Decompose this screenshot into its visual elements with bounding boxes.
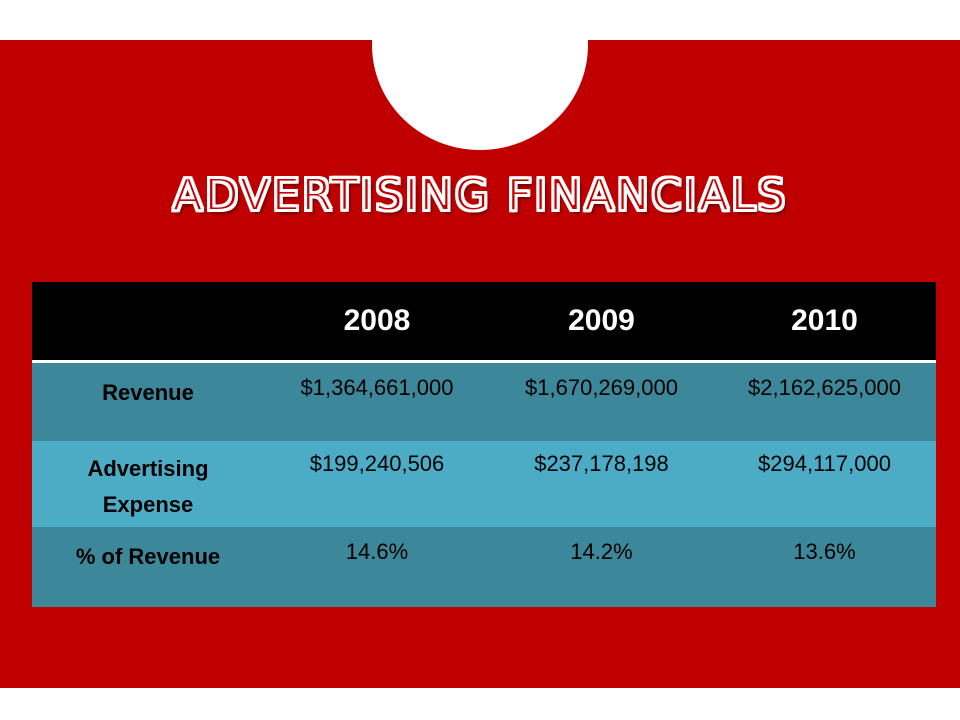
white-circle-decoration: [372, 40, 588, 150]
table-cell: 14.2%: [570, 539, 633, 564]
row-label-revenue: Revenue: [102, 379, 194, 405]
header-cell-empty: [32, 282, 264, 363]
header-cell-2008: 2008: [264, 282, 490, 363]
row-label-advertising-expense: Advertising Expense: [32, 441, 264, 527]
row-label-percent-of-revenue: % of Revenue: [75, 544, 221, 569]
header-cell-2009: 2009: [490, 282, 713, 363]
table-cell: 14.6%: [345, 539, 409, 564]
table-cell: $199,240,506: [309, 451, 445, 476]
row-label-line: Advertising: [87, 456, 209, 481]
table-cell: $2,162,625,000: [748, 374, 901, 400]
red-background-band: [0, 40, 960, 688]
financials-table: 2008 2009 2010 Revenue $1,364,661,000 $1…: [32, 282, 936, 607]
table-cell: $237,178,198: [534, 451, 669, 476]
slide-title: ADVERTISING FINANCIALS: [172, 169, 788, 222]
table-cell: $1,364,661,000: [300, 374, 454, 400]
row-label-line: Expense: [102, 492, 194, 517]
table-cell: $1,670,269,000: [525, 374, 678, 400]
table-header-row: 2008 2009 2010: [32, 282, 936, 363]
table-row-revenue: Revenue $1,364,661,000 $1,670,269,000 $2…: [32, 361, 936, 441]
table-row-percent-of-revenue: % of Revenue 14.6% 14.2% 13.6%: [32, 527, 936, 607]
table-cell: 13.6%: [793, 539, 856, 564]
table-row-advertising-expense: Advertising Expense $199,240,506 $237,17…: [32, 441, 936, 527]
table-cell: $294,117,000: [758, 451, 891, 476]
header-cell-2010: 2010: [713, 282, 936, 363]
